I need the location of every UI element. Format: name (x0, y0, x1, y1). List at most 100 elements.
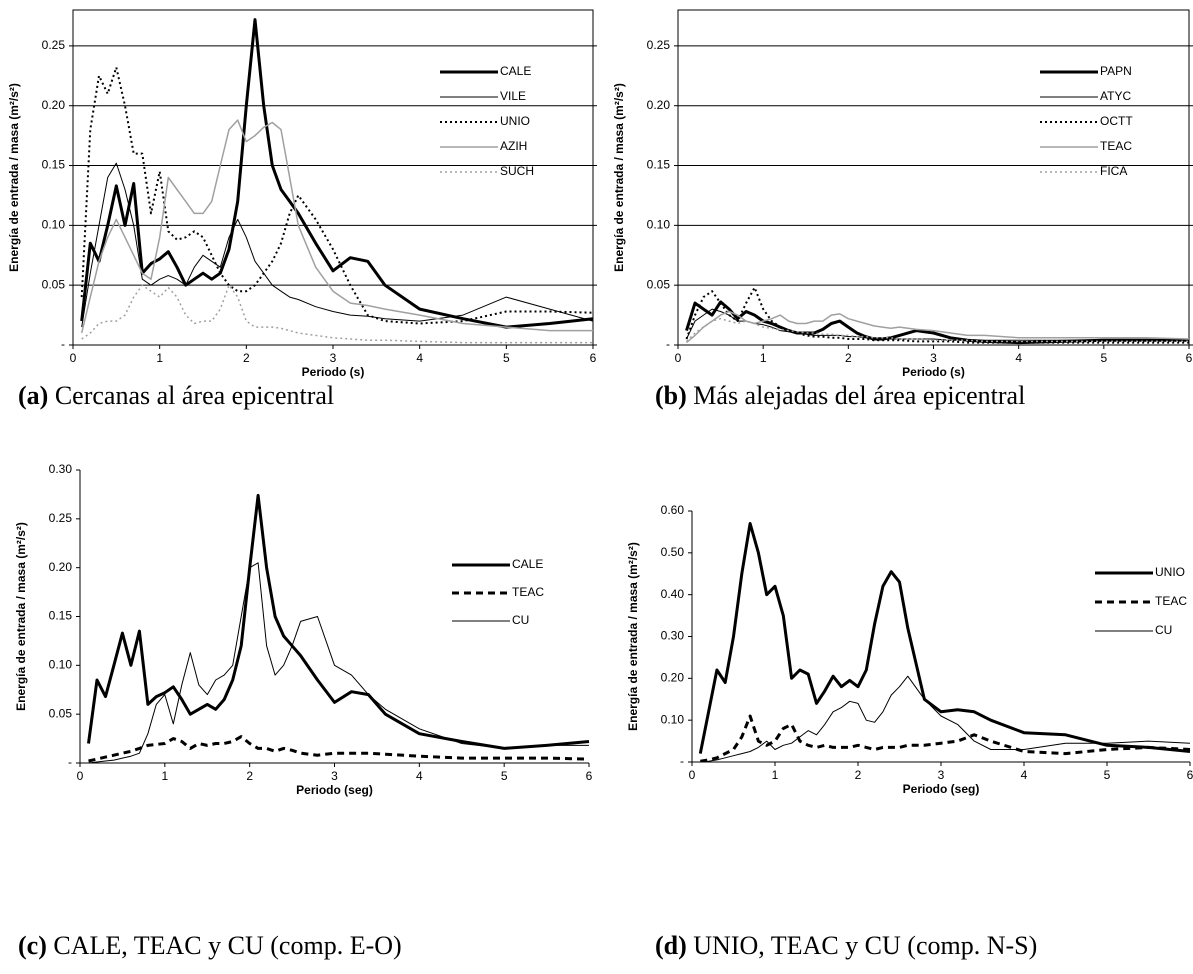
series-line (698, 522, 1191, 754)
series-line (88, 735, 590, 763)
x-axis-title: Periodo (s) (902, 365, 965, 379)
series-line (686, 310, 1190, 344)
x-tick-label: 5 (501, 769, 508, 783)
series-line (685, 300, 1189, 345)
y-tick-label: 0.20 (49, 560, 73, 574)
y-tick-label: 0.15 (42, 158, 66, 172)
x-tick-label: 2 (243, 351, 250, 365)
series-line (88, 562, 589, 764)
y-tick-label: 0.25 (42, 38, 66, 52)
y-tick-label: 0.30 (49, 462, 73, 476)
caption-label: (d) (655, 931, 687, 960)
x-tick-label: 4 (416, 351, 423, 365)
y-tick-label: - (666, 337, 670, 351)
x-tick-label: 2 (855, 768, 862, 782)
legend-label: FICA (1100, 164, 1127, 178)
legend-label: CALE (500, 64, 531, 78)
series-line (81, 162, 594, 328)
series-line (686, 308, 1189, 341)
caption-text: Cercanas al área epicentral (55, 381, 334, 410)
x-tick-label: 3 (938, 768, 945, 782)
y-tick-label: 0.30 (661, 629, 685, 643)
legend-label: OCTT (1100, 114, 1133, 128)
x-tick-label: 0 (689, 768, 696, 782)
x-axis-title: Periodo (s) (302, 365, 365, 379)
x-tick-label: 5 (1100, 351, 1107, 365)
y-tick-label: 0.05 (49, 706, 73, 720)
plot-frame (677, 9, 1190, 346)
x-tick-label: 2 (845, 351, 852, 365)
series-line (81, 284, 593, 344)
legend-label: UNIO (500, 114, 530, 128)
x-tick-label: 0 (675, 351, 682, 365)
caption: (b) Más alejadas del área epicentral (655, 381, 1025, 410)
legend-label: CU (512, 613, 529, 627)
y-tick-label: - (680, 754, 684, 768)
x-tick-label: 6 (1186, 351, 1193, 365)
caption: (a) Cercanas al área epicentral (18, 381, 334, 410)
series-line (700, 675, 1191, 763)
x-axis-title: Periodo (seg) (296, 783, 373, 797)
y-tick-label: 0.25 (49, 511, 73, 525)
x-tick-label: 5 (503, 351, 510, 365)
y-tick-label: 0.50 (661, 545, 685, 559)
y-tick-label: 0.20 (42, 98, 66, 112)
y-tick-label: 0.10 (42, 218, 66, 232)
legend-label: AZIH (500, 139, 527, 153)
legend-label: SUCH (500, 164, 534, 178)
x-tick-label: 3 (330, 351, 337, 365)
x-tick-label: 6 (1187, 768, 1193, 782)
y-tick-label: 0.10 (647, 218, 671, 232)
caption-label: (c) (18, 931, 47, 960)
y-axis-title: Energía de entrada / masa (m²/s²) (7, 83, 21, 272)
legend-label: PAPN (1100, 64, 1132, 78)
y-tick-label: 0.10 (49, 658, 73, 672)
caption-text: UNIO, TEAC y CU (comp. N-S) (693, 931, 1037, 960)
x-axis-title: Periodo (seg) (903, 782, 980, 796)
legend-label: TEAC (1100, 139, 1132, 153)
y-tick-label: 0.05 (647, 277, 671, 291)
x-tick-label: 6 (586, 769, 593, 783)
y-tick-label: 0.10 (661, 712, 685, 726)
legend-label: TEAC (512, 585, 544, 599)
x-tick-label: 1 (161, 769, 168, 783)
caption-text: CALE, TEAC y CU (comp. E-O) (53, 931, 401, 960)
y-axis-title: Energía de entrada / masa (m²/s²) (14, 522, 28, 711)
x-tick-label: 6 (590, 351, 597, 365)
y-tick-label: 0.20 (647, 98, 671, 112)
y-tick-label: 0.40 (661, 587, 685, 601)
y-tick-label: 0.60 (661, 503, 685, 517)
legend-label: CALE (512, 557, 543, 571)
x-tick-label: 1 (772, 768, 779, 782)
y-tick-label: - (61, 337, 65, 351)
y-axis-title: Energía de entrada / masa (m²/s²) (626, 542, 640, 731)
legend-label: TEAC (1155, 594, 1187, 608)
legend-label: UNIO (1155, 565, 1185, 579)
y-tick-label: 0.25 (647, 38, 671, 52)
caption-label: (b) (655, 381, 687, 410)
y-tick-label: - (68, 755, 72, 769)
series-line (700, 714, 1191, 763)
x-tick-label: 4 (416, 769, 423, 783)
y-tick-label: 0.15 (647, 158, 671, 172)
caption-text: Más alejadas del área epicentral (693, 381, 1025, 410)
plot-frame (72, 9, 594, 346)
y-tick-label: 0.15 (49, 609, 73, 623)
x-tick-label: 5 (1104, 768, 1111, 782)
x-tick-label: 1 (760, 351, 767, 365)
series-line (80, 119, 593, 334)
caption-label: (a) (18, 381, 48, 410)
x-tick-label: 0 (77, 769, 84, 783)
x-tick-label: 2 (246, 769, 253, 783)
series-line (80, 18, 594, 329)
caption: (d) UNIO, TEAC y CU (comp. N-S) (655, 931, 1037, 960)
x-tick-label: 4 (1015, 351, 1022, 365)
caption: (c) CALE, TEAC y CU (comp. E-O) (18, 931, 402, 960)
x-tick-label: 3 (930, 351, 937, 365)
x-tick-label: 0 (70, 351, 77, 365)
x-tick-label: 4 (1021, 768, 1028, 782)
y-tick-label: 0.05 (42, 277, 66, 291)
y-axis-title: Energía de entrada / masa (m²/s²) (612, 83, 626, 272)
